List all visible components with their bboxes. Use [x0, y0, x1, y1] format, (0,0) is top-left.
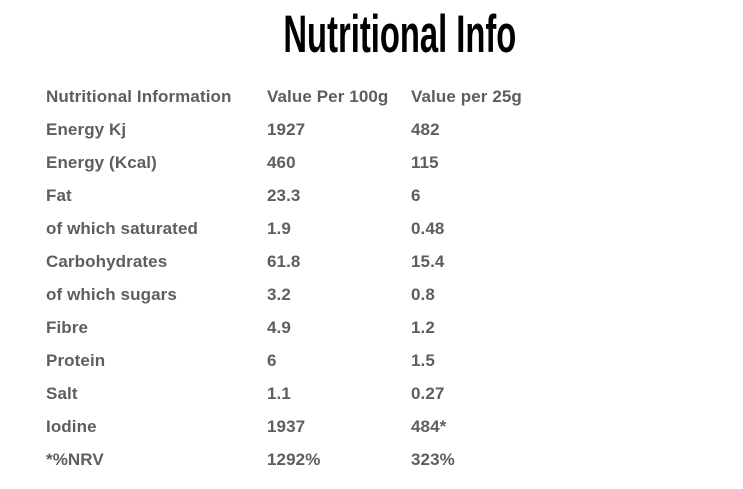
page-title: Nutritional Info — [0, 4, 743, 65]
nutrient-label: Energy (Kcal) — [46, 152, 157, 172]
value-per-100g: 23.3 — [267, 185, 301, 205]
value-per-100g: 1292% — [267, 449, 321, 469]
table-row: of which sugars 3.2 0.8 — [46, 278, 611, 311]
header-nutritional-information: Nutritional Information — [46, 86, 232, 106]
page-title-text: Nutritional Info — [283, 4, 516, 65]
value-per-25g: 323% — [411, 449, 455, 469]
value-per-100g: 3.2 — [267, 284, 291, 304]
value-per-100g: 6 — [267, 350, 277, 370]
value-per-100g: 460 — [267, 152, 296, 172]
table-row: Energy Kj 1927 482 — [46, 113, 611, 146]
value-per-25g: 1.2 — [411, 317, 435, 337]
value-per-25g: 115 — [411, 152, 439, 172]
table-header-row: Nutritional Information Value Per 100g V… — [46, 80, 611, 113]
table-row: Energy (Kcal) 460 115 — [46, 146, 611, 179]
value-per-25g: 0.48 — [411, 218, 445, 238]
nutrient-label: Iodine — [46, 416, 97, 436]
table-row: Fat 23.3 6 — [46, 179, 611, 212]
nutrient-label: Energy Kj — [46, 119, 127, 139]
value-per-100g: 61.8 — [267, 251, 301, 271]
nutrient-label: *%NRV — [46, 449, 104, 469]
value-per-100g: 1.1 — [267, 383, 291, 403]
value-per-100g: 4.9 — [267, 317, 291, 337]
table-row: Salt 1.1 0.27 — [46, 377, 611, 410]
value-per-25g: 6 — [411, 185, 421, 205]
nutrient-label: Salt — [46, 383, 78, 403]
nutrient-label: Fibre — [46, 317, 89, 337]
value-per-100g: 1927 — [267, 119, 306, 139]
header-value-per-100g: Value Per 100g — [267, 86, 389, 106]
value-per-25g: 15.4 — [411, 251, 445, 271]
table-row: Carbohydrates 61.8 15.4 — [46, 245, 611, 278]
nutrition-table: Nutritional Information Value Per 100g V… — [46, 80, 611, 476]
value-per-25g: 1.5 — [411, 350, 435, 370]
header-value-per-25g: Value per 25g — [411, 86, 522, 106]
value-per-100g: 1.9 — [267, 218, 291, 238]
nutrient-label: Carbohydrates — [46, 251, 168, 271]
value-per-100g: 1937 — [267, 416, 306, 436]
table-row: Iodine 1937 484* — [46, 410, 611, 443]
table-row: of which saturated 1.9 0.48 — [46, 212, 611, 245]
nutrient-label: of which saturated — [46, 218, 198, 238]
table-row: Protein 6 1.5 — [46, 344, 611, 377]
table-row: *%NRV 1292% 323% — [46, 443, 611, 476]
nutrient-label: of which sugars — [46, 284, 177, 304]
value-per-25g: 0.8 — [411, 284, 435, 304]
nutrient-label: Protein — [46, 350, 106, 370]
value-per-25g: 484* — [411, 416, 447, 436]
value-per-25g: 0.27 — [411, 383, 445, 403]
value-per-25g: 482 — [411, 119, 440, 139]
table-row: Fibre 4.9 1.2 — [46, 311, 611, 344]
nutrient-label: Fat — [46, 185, 72, 205]
